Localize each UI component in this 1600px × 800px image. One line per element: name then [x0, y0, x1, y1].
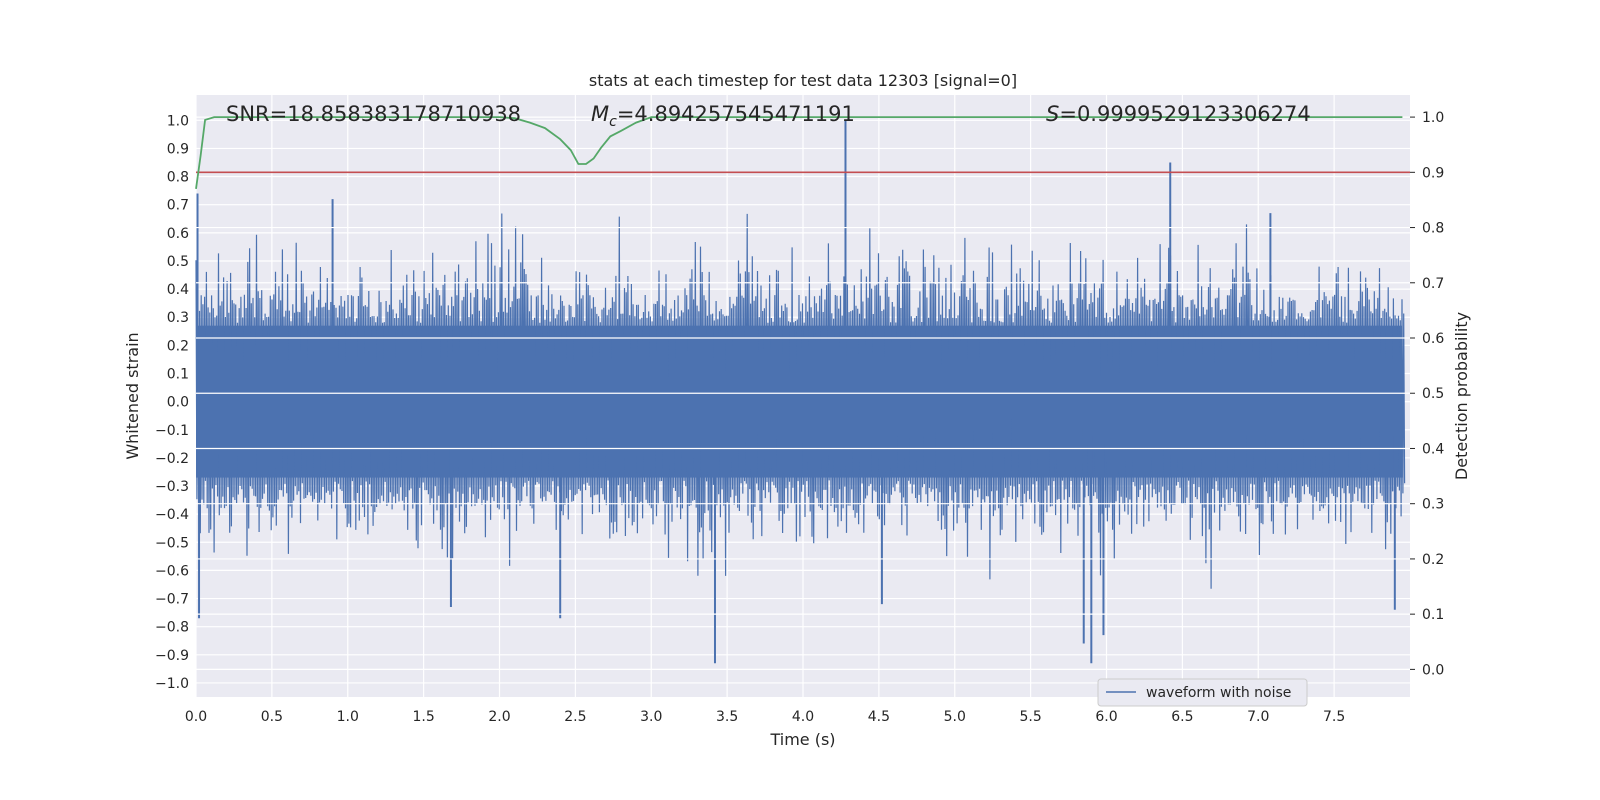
- y-right-tick-label: 0.4: [1422, 441, 1444, 457]
- legend-box: [1097, 678, 1308, 707]
- y-right-tick-label: 0.1: [1422, 607, 1444, 623]
- y-tick-label: 0.4: [167, 282, 189, 298]
- snr-annotation: SNR=18.858383178710938: [226, 102, 521, 126]
- s-annotation: S=0.9999529123306274: [1046, 102, 1311, 126]
- x-tick-label: 7.5: [1323, 709, 1345, 725]
- waveform-series: [195, 120, 1406, 664]
- x-tick-label: 2.5: [564, 709, 586, 725]
- y-tick-label: 0.8: [167, 170, 189, 186]
- x-tick-label: 3.0: [640, 709, 662, 725]
- y-tick-label: 0.7: [167, 198, 189, 214]
- y-right-tick-labels: 1.0 0.9 0.8 0.7 0.6 0.5 0.4 0.3 0.2 0.1 0.0: [1410, 110, 1444, 678]
- y-tick-label: −0.6: [155, 563, 189, 579]
- y-right-tick-label: 0.7: [1422, 276, 1444, 292]
- y-tick-label: 0.3: [167, 310, 189, 326]
- y-tick-label: −1.0: [155, 676, 189, 692]
- chart-title: stats at each timestep for test data 123…: [589, 71, 1017, 90]
- x-tick-label: 3.5: [716, 709, 738, 725]
- x-tick-label: 1.5: [412, 709, 434, 725]
- x-tick-label: 1.0: [337, 709, 359, 725]
- y-tick-label: −0.8: [155, 620, 189, 636]
- probability-line: [195, 116, 1403, 190]
- y-tick-label: 0.6: [167, 226, 189, 242]
- y-right-tick-label: 0.2: [1422, 552, 1444, 568]
- y-tick-label: 0.0: [167, 395, 189, 411]
- y-right-axis-label: Detection probability: [1452, 312, 1471, 480]
- y-right-tick-label: 0.6: [1422, 331, 1444, 347]
- x-tick-label: 6.5: [1171, 709, 1193, 725]
- y-tick-label: 0.1: [167, 366, 189, 382]
- x-tick-label: 5.0: [944, 709, 966, 725]
- y-tick-label: −0.2: [155, 451, 189, 467]
- x-tick-label: 0.5: [261, 709, 283, 725]
- x-tick-label: 0.0: [185, 709, 207, 725]
- y-tick-label: −0.9: [155, 648, 189, 664]
- x-tick-label: 4.5: [868, 709, 890, 725]
- chirp-mass-annotation: Mc=4.894257545471191: [591, 102, 855, 130]
- y-right-tick-label: 0.9: [1422, 165, 1444, 181]
- mc-symbol: M: [591, 102, 609, 126]
- y-right-tick-label: 0.8: [1422, 221, 1444, 237]
- x-tick-labels: 0.0 0.5 1.0 1.5 2.0 2.5 3.0 3.5 4.0 4.5 5.0 5.5 6.0 6…: [185, 709, 1345, 725]
- x-tick-label: 7.0: [1247, 709, 1269, 725]
- y-tick-label: 0.5: [167, 254, 189, 270]
- legend: waveform with noise: [1097, 678, 1308, 707]
- y-tick-label: 1.0: [167, 113, 189, 129]
- y-right-tick-label: 0.0: [1422, 662, 1444, 678]
- mc-value: =4.894257545471191: [617, 102, 855, 126]
- x-tick-label: 5.5: [1019, 709, 1041, 725]
- probability-series: [195, 116, 1410, 190]
- x-tick-label: 4.0: [792, 709, 814, 725]
- x-tick-label: 6.0: [1095, 709, 1117, 725]
- y-tick-label: 0.2: [167, 338, 189, 354]
- y-tick-label: −0.1: [155, 423, 189, 439]
- x-tick-label: 2.0: [488, 709, 510, 725]
- mc-subscript: c: [609, 114, 617, 130]
- s-symbol: S: [1046, 102, 1059, 126]
- y-tick-label: −0.5: [155, 535, 189, 551]
- waveform-line: [195, 213, 1406, 589]
- y-right-tick-label: 0.3: [1422, 497, 1444, 513]
- x-axis-label: Time (s): [769, 730, 835, 749]
- y-right-tick-label: 0.5: [1422, 386, 1444, 402]
- y-axis-label: Whitened strain: [123, 332, 142, 459]
- y-tick-label: −0.4: [155, 507, 189, 523]
- y-tick-label: 0.9: [167, 141, 189, 157]
- legend-label: waveform with noise: [1146, 685, 1291, 701]
- y-tick-label: −0.7: [155, 592, 189, 608]
- y-tick-labels: 1.0 0.9 0.8 0.7 0.6 0.5 0.4 0.3 0.2 0.1 0.0 −0.1 −0.…: [155, 113, 189, 692]
- y-tick-label: −0.3: [155, 479, 189, 495]
- s-value: =0.9999529123306274: [1059, 102, 1310, 126]
- y-right-tick-label: 1.0: [1422, 110, 1444, 126]
